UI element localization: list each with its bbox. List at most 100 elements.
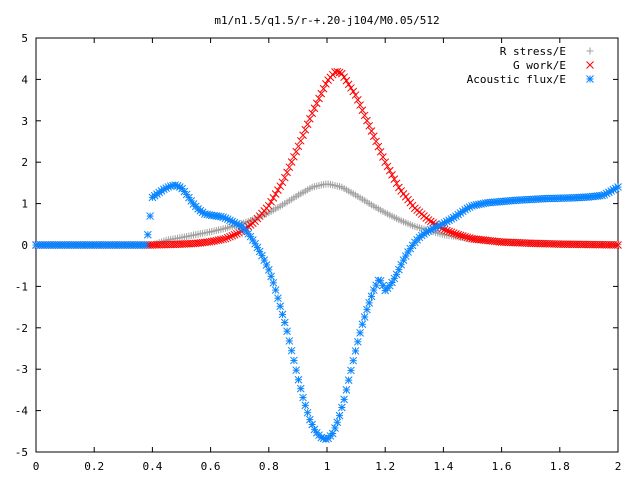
data-point [349, 87, 358, 96]
data-point-stroke [198, 208, 207, 217]
data-point [390, 175, 399, 183]
data-point [385, 166, 394, 175]
data-point-stroke [614, 241, 622, 249]
data-point [335, 411, 344, 420]
data-point-stroke [440, 225, 449, 234]
data-point-stroke [333, 67, 342, 76]
data-point-stroke [379, 281, 387, 290]
data-point-stroke [452, 230, 460, 238]
data-point [283, 168, 291, 177]
data-point [319, 84, 328, 93]
data-point-stroke [226, 232, 234, 241]
data-point-stroke [360, 313, 369, 321]
legend-label: R stress/E [500, 45, 566, 58]
data-point-stroke [299, 393, 307, 402]
data-point-stroke [614, 183, 622, 191]
data-point-stroke [360, 111, 369, 120]
legend-label: Acoustic flux/E [467, 73, 566, 86]
data-point [182, 190, 191, 199]
data-point-stroke [287, 158, 296, 166]
data-point [274, 186, 282, 194]
y-tick-label: -2 [15, 322, 28, 335]
data-point-stroke [269, 278, 278, 287]
data-point-stroke [276, 302, 285, 311]
data-point [342, 76, 351, 85]
data-point-stroke [376, 147, 385, 156]
data-point [424, 216, 433, 224]
data-point-stroke [185, 193, 193, 202]
data-point [365, 121, 374, 130]
data-point [353, 96, 362, 104]
data-point-stroke [429, 218, 437, 227]
data-point-stroke [290, 356, 298, 365]
data-point [614, 241, 622, 249]
data-point-stroke [356, 329, 364, 337]
data-point-stroke [306, 114, 314, 123]
data-point [363, 116, 371, 125]
data-point-stroke [340, 73, 348, 82]
data-point [287, 158, 296, 166]
data-point [452, 230, 460, 238]
data-point-stroke [182, 190, 191, 199]
data-point [358, 320, 367, 329]
data-point [303, 408, 312, 417]
x-tick-label: 1.4 [433, 460, 453, 473]
data-point [301, 125, 310, 134]
data-point [269, 278, 278, 287]
data-point [269, 194, 278, 202]
data-point [267, 197, 275, 206]
x-tick-label: 0.6 [201, 460, 221, 473]
data-point-stroke [442, 226, 451, 235]
data-point [356, 101, 364, 109]
data-point [207, 237, 216, 246]
data-point-stroke [214, 236, 223, 244]
data-point [214, 236, 223, 244]
data-point-stroke [449, 229, 458, 237]
data-point-stroke [212, 236, 221, 245]
data-point-stroke [344, 376, 353, 385]
data-point [278, 178, 287, 187]
data-point [276, 182, 285, 191]
data-point-stroke [232, 229, 241, 238]
data-point-stroke [322, 80, 330, 88]
data-point [367, 127, 376, 135]
data-point-stroke [454, 230, 463, 239]
x-tick-label: 1.6 [492, 460, 512, 473]
data-point-stroke [374, 142, 383, 151]
data-point [447, 228, 456, 237]
data-point-stroke [280, 173, 289, 182]
data-point [465, 234, 474, 242]
data-point [369, 132, 378, 141]
data-point-stroke [296, 136, 305, 145]
data-point-stroke [376, 276, 385, 285]
data-point [347, 84, 355, 92]
data-point [392, 179, 401, 188]
data-point-stroke [223, 233, 232, 242]
data-point [379, 153, 387, 161]
data-point [143, 230, 152, 239]
data-point-stroke [303, 120, 312, 129]
data-point-stroke [285, 337, 294, 345]
data-point-stroke [303, 408, 312, 417]
data-point [347, 366, 355, 375]
data-point [337, 403, 346, 412]
data-point [290, 356, 298, 365]
data-point [301, 401, 310, 410]
data-point [454, 230, 463, 239]
data-point [372, 137, 380, 146]
data-point-stroke [351, 91, 360, 99]
data-point-stroke [426, 217, 435, 226]
data-point [271, 286, 280, 294]
data-point [367, 292, 376, 301]
data-point [276, 302, 285, 311]
data-point [308, 109, 317, 118]
data-point [306, 114, 314, 123]
data-point-stroke [337, 403, 346, 412]
data-point [614, 183, 622, 191]
data-point [228, 231, 237, 240]
data-point [333, 67, 342, 76]
data-point [376, 147, 385, 156]
data-point-stroke [292, 147, 301, 156]
data-point-stroke [141, 241, 150, 249]
